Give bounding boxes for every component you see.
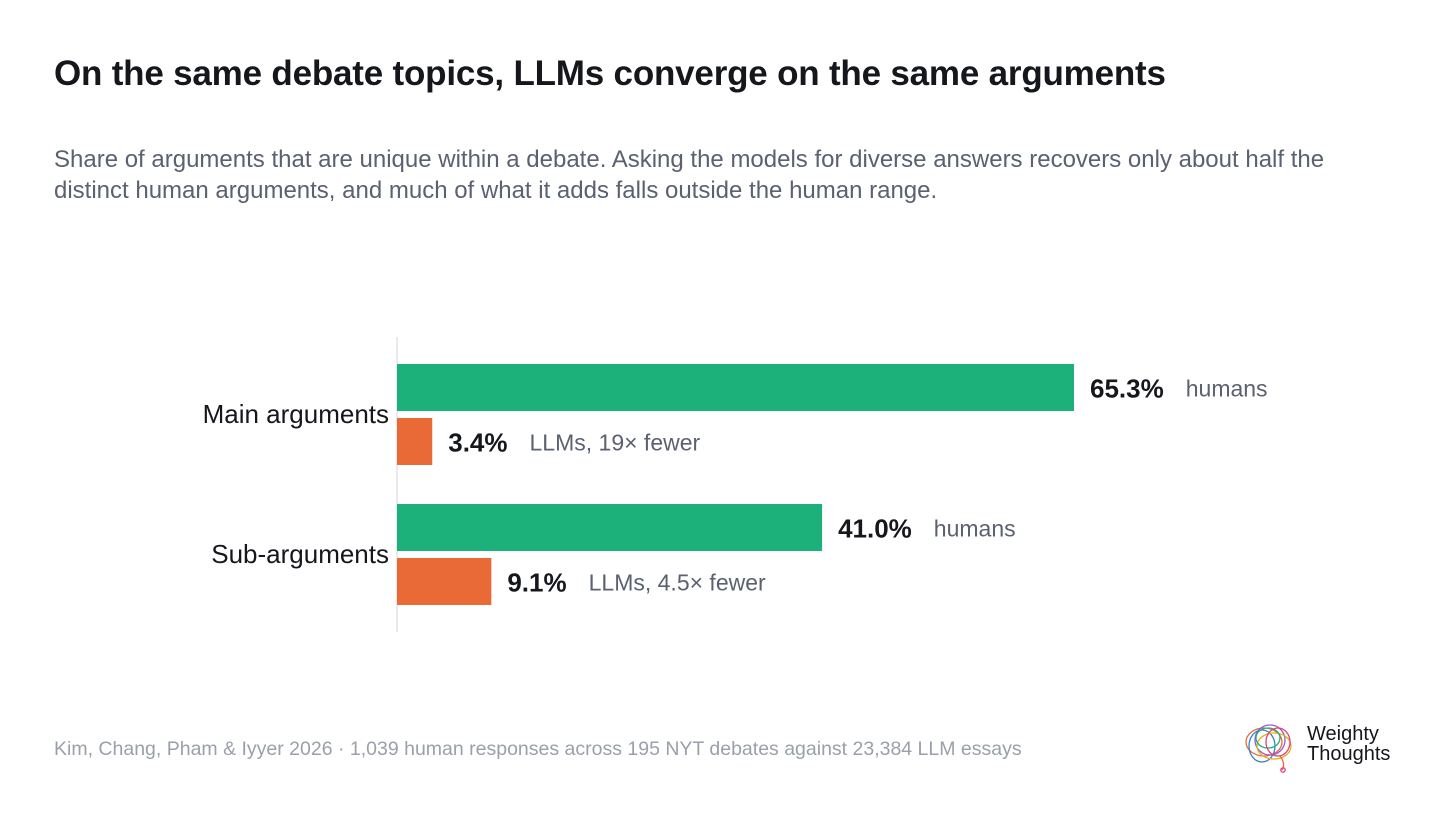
brand-name: Weighty Thoughts (1307, 724, 1390, 764)
source-footnote: Kim, Chang, Pham & Iyyer 2026 · 1,039 hu… (54, 738, 1022, 760)
bar (397, 364, 1074, 411)
weighty-thoughts-logo-icon (1245, 724, 1292, 773)
brand-line-2: Thoughts (1307, 743, 1391, 765)
chart-subtitle: Share of arguments that are unique withi… (54, 146, 1325, 204)
bar (397, 418, 433, 465)
bar-annotation: humans (1186, 376, 1268, 402)
category-label: Main arguments (203, 399, 389, 429)
bar-annotation: LLMs, 19× fewer (530, 430, 701, 456)
category-label: Sub-arguments (211, 539, 389, 569)
chart-title: On the same debate topics, LLMs converge… (54, 54, 1166, 93)
bar-annotation: LLMs, 4.5× fewer (589, 570, 766, 596)
bar (397, 558, 492, 605)
bar-annotation: humans (934, 516, 1016, 542)
brand-line-1: Weighty (1307, 723, 1379, 745)
brand-block: Weighty Thoughts (1242, 718, 1412, 774)
bar-value-label: 65.3% (1090, 374, 1164, 404)
bar-value-label: 3.4% (448, 428, 507, 458)
bar (397, 504, 823, 551)
bar-value-label: 41.0% (838, 514, 912, 544)
bar-value-label: 9.1% (507, 568, 566, 598)
